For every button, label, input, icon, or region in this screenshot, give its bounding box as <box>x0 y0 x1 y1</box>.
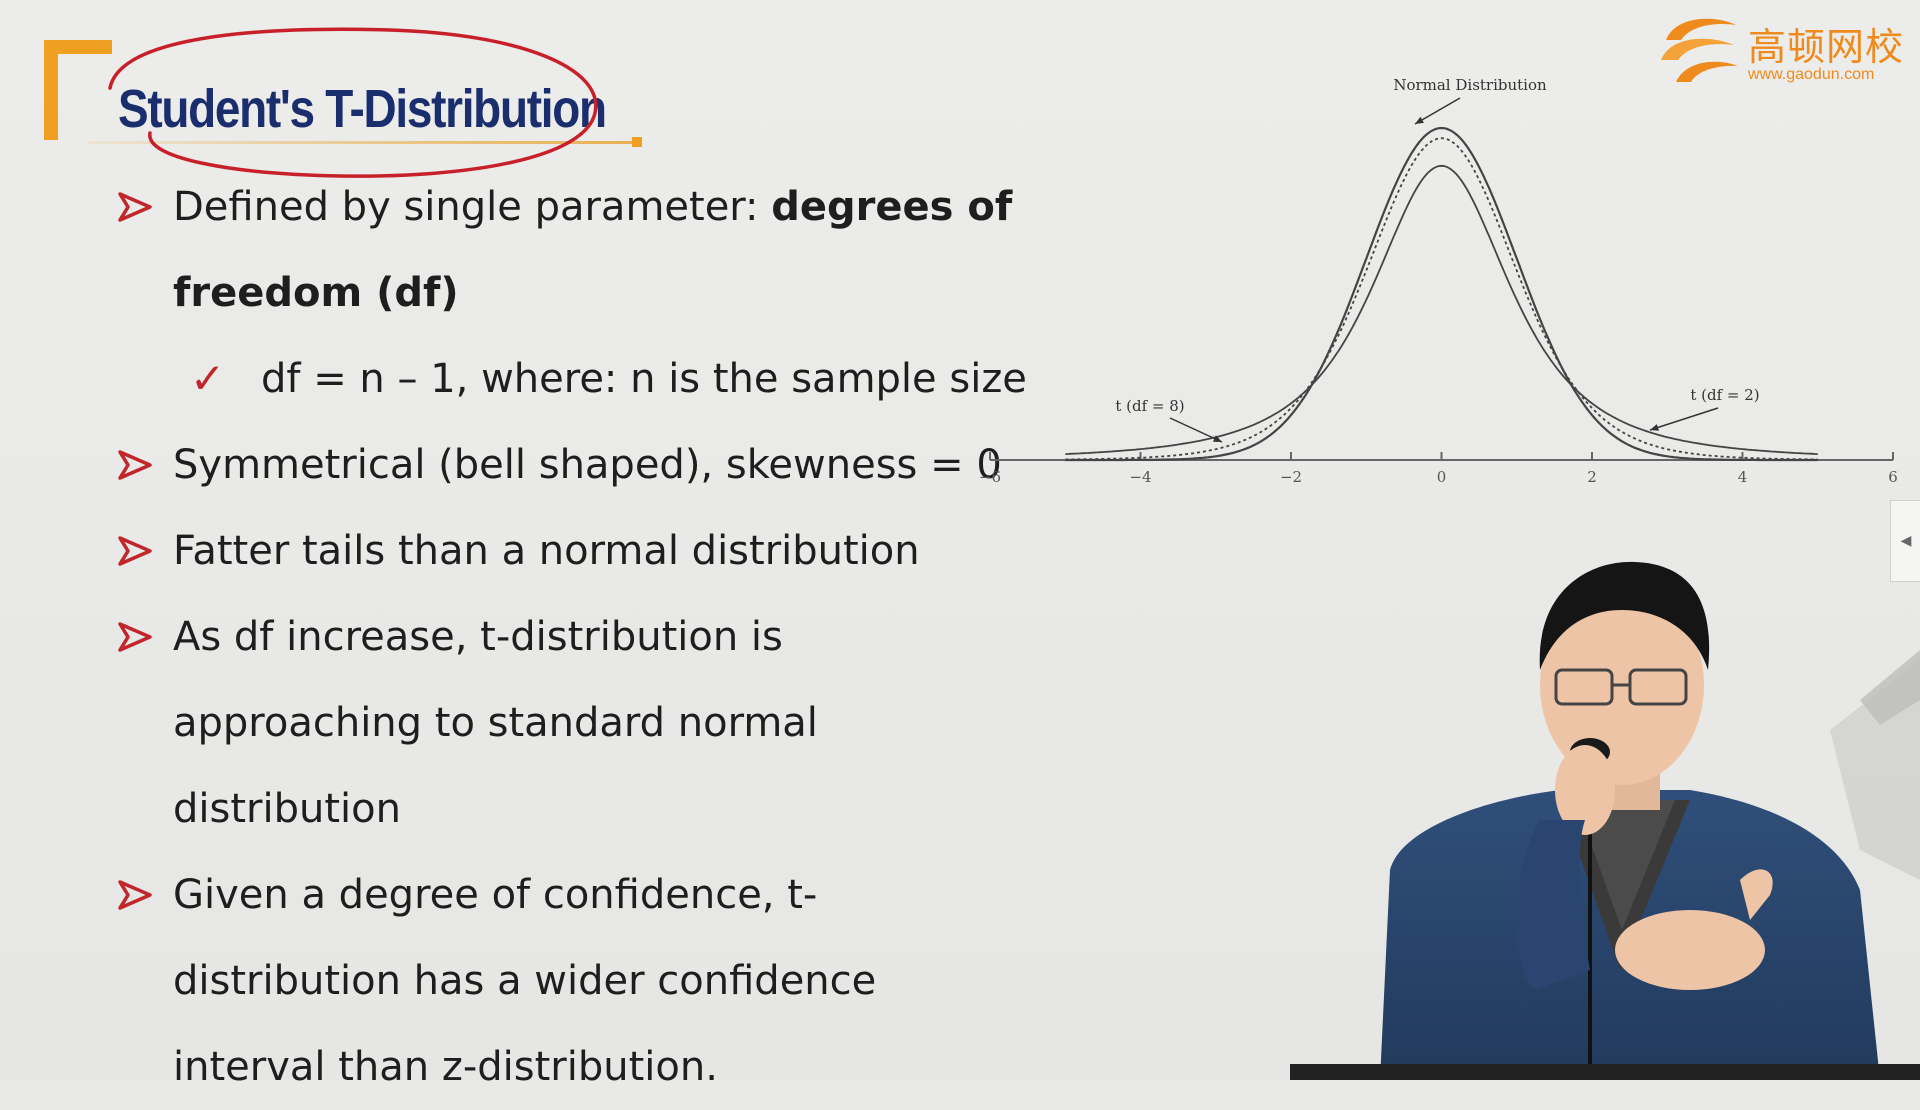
annotation-pointer <box>1649 407 1719 431</box>
series-curve-df-8 <box>1065 137 1818 461</box>
bullet-text: df = n – 1, where: n is the sample size <box>261 356 1027 402</box>
x-tick-label: −4 <box>1129 468 1151 486</box>
bullet-arrow-icon <box>118 508 158 594</box>
x-tick-label: 4 <box>1738 468 1748 486</box>
presenter-video <box>1380 561 1920 1080</box>
bullet-item: Symmetrical (bell shaped), skewness = 0 <box>118 422 1038 508</box>
annotation-arrowhead <box>1650 424 1659 431</box>
bullet-item: Defined by single parameter: degrees of … <box>118 164 1038 336</box>
series-curve-df-2 <box>1065 164 1818 455</box>
bullet-item: Fatter tails than a normal distribution <box>118 508 1038 594</box>
title-underline-dot <box>632 137 642 147</box>
title-bracket-decoration <box>44 40 112 140</box>
logo-swirl-icon <box>1661 18 1738 82</box>
chart-annotation-label: t (df = 8) <box>1115 397 1184 415</box>
x-tick-label: −2 <box>1280 468 1302 486</box>
x-tick-label: 0 <box>1437 468 1447 486</box>
bullet-bold-text: degrees of freedom (df) <box>173 184 1013 316</box>
annotation-arrowhead <box>1213 435 1222 442</box>
bullet-text: Given a degree of confidence, t-distribu… <box>173 872 877 1090</box>
bullet-item: As df increase, t-distribution is approa… <box>118 594 1038 852</box>
video-bottom-bar <box>1290 1064 1920 1080</box>
bullet-arrow-icon <box>118 164 158 250</box>
bullet-text: Defined by single parameter: <box>173 184 772 230</box>
bullet-list: Defined by single parameter: degrees of … <box>118 164 1038 1110</box>
x-tick-label: 2 <box>1587 468 1597 486</box>
annotation-pointer <box>1414 97 1461 125</box>
sub-bullet-item: ✓ df = n – 1, where: n is the sample size <box>118 336 1038 422</box>
chart-annotation-label: t (df = 2) <box>1690 386 1759 404</box>
chart-annotation-label: Normal Distribution <box>1393 76 1547 94</box>
gaodun-logo: 高顿网校 www.gaodun.com <box>1656 10 1912 90</box>
bullet-text: Symmetrical (bell shaped), skewness = 0 <box>173 442 1002 488</box>
t-distribution-chart: −6 −4 −2 0 2 4 6 Normal Distribution t (df = 8) t… <box>979 76 1898 486</box>
series-curve-normal <box>1065 126 1818 462</box>
bullet-text: Fatter tails than a normal distribution <box>173 528 920 574</box>
checkmark-icon: ✓ <box>190 354 226 403</box>
title-underline <box>88 141 638 144</box>
logo-text: 高顿网校 <box>1748 25 1905 69</box>
x-tick-label: 6 <box>1888 468 1898 486</box>
chevron-left-icon: ◀ <box>1900 533 1912 549</box>
logo-url: www.gaodun.com <box>1748 66 1875 83</box>
annotation-arrowhead <box>1415 116 1424 124</box>
sidebar-collapse-button[interactable]: ◀ <box>1890 500 1920 582</box>
x-tick-label: −6 <box>979 468 1001 486</box>
annotation-pointer <box>1169 417 1223 443</box>
bullet-text: As df increase, t-distribution is approa… <box>173 614 818 832</box>
bullet-item: Given a degree of confidence, t-distribu… <box>118 852 1038 1110</box>
slide-title: Student's T-Distribution <box>118 79 607 139</box>
bullet-arrow-icon <box>118 422 158 508</box>
bullet-arrow-icon <box>118 594 158 680</box>
bullet-arrow-icon <box>118 852 158 938</box>
